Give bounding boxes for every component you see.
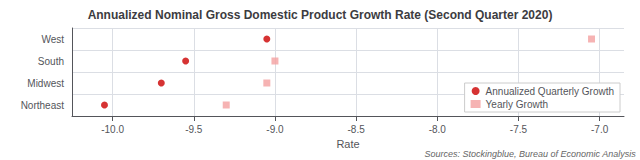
svg-text:Northeast: Northeast: [21, 100, 65, 111]
svg-text:-7.5: -7.5: [510, 124, 528, 135]
svg-text:Rate: Rate: [336, 138, 359, 150]
svg-text:-8.5: -8.5: [348, 124, 366, 135]
svg-text:-9.0: -9.0: [266, 124, 284, 135]
svg-text:South: South: [38, 56, 64, 67]
svg-text:-7.0: -7.0: [591, 124, 609, 135]
svg-text:Yearly Growth: Yearly Growth: [486, 99, 548, 110]
svg-text:-10.0: -10.0: [101, 124, 124, 135]
svg-text:-9.5: -9.5: [185, 124, 203, 135]
svg-text:Sources: Stockingblue, Bureau: Sources: Stockingblue, Bureau of Economi…: [424, 149, 636, 159]
svg-text:Midwest: Midwest: [27, 78, 64, 89]
svg-text:West: West: [41, 34, 64, 45]
svg-text:Annualized Quarterly Growth: Annualized Quarterly Growth: [486, 86, 614, 97]
svg-text:Annualized Nominal Gross Domes: Annualized Nominal Gross Domestic Produc…: [88, 8, 553, 22]
svg-text:-8.0: -8.0: [429, 124, 447, 135]
